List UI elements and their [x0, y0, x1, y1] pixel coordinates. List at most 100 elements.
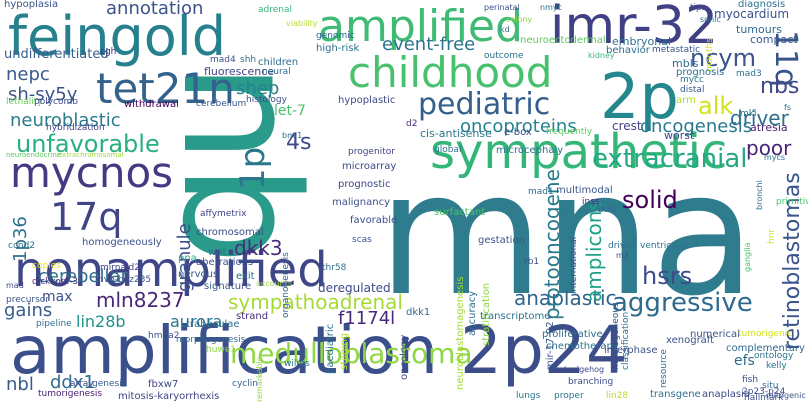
cloud-word: ganglia: [743, 242, 752, 272]
cloud-word: histology: [246, 95, 287, 105]
cloud-word: interphase: [604, 345, 658, 356]
cloud-word: genomic: [316, 31, 355, 41]
cloud-word: chemotherapy: [546, 341, 619, 352]
cloud-word: 2p23-p24: [742, 387, 786, 397]
cloud-word: prognostic: [338, 179, 391, 190]
cloud-word: mna: [378, 136, 756, 334]
cloud-word: nepc: [6, 64, 50, 85]
cloud-word: mitosis-karyorrhexis: [118, 391, 220, 402]
cloud-word: proper: [554, 391, 584, 401]
cloud-word: tumorigenesis: [38, 389, 103, 399]
cloud-word: nbl: [6, 374, 34, 395]
cloud-word: multimodal: [556, 185, 613, 196]
cloud-word: nervous: [178, 269, 219, 280]
cloud-word: trabeculae: [186, 319, 240, 330]
cloud-word: 4s: [286, 130, 312, 155]
cloud-word: rb1: [524, 257, 540, 267]
cloud-word: ccnd2: [8, 241, 36, 251]
cloud-word: tips: [690, 3, 707, 13]
cloud-word: bmi1: [282, 131, 303, 140]
cloud-word: mad3: [736, 69, 762, 79]
cloud-word: progenitor: [348, 147, 395, 157]
cloud-word: mln8237: [96, 288, 185, 312]
cloud-word: imr-32: [550, 0, 719, 56]
cloud-word: bronchi: [755, 180, 764, 210]
cloud-word: shh: [240, 55, 257, 65]
cloud-word: fluorescence: [204, 65, 275, 78]
cloud-word: pipeline: [36, 319, 72, 329]
cloud-word: hypoplastic: [338, 95, 396, 106]
cloud-word: cis-antisense: [420, 127, 492, 140]
cloud-word: sonic: [700, 15, 721, 24]
cloud-word: gains: [4, 300, 53, 321]
cloud-word: accounts: [256, 279, 293, 288]
cloud-word: international: [569, 236, 579, 294]
cloud-word: lin28: [606, 391, 629, 401]
cloud-word: branching: [568, 377, 614, 387]
cloud-word: prognosis: [676, 67, 725, 78]
cloud-word: 1p36: [10, 216, 31, 262]
cloud-word: withdrawal: [124, 99, 179, 110]
cloud-word: lungs: [516, 391, 541, 401]
cloud-word: diagnosis: [738, 0, 786, 10]
cloud-word: oncoproteins: [460, 116, 577, 137]
cloud-word: ncym: [690, 44, 756, 72]
cloud-word: colony: [506, 15, 533, 24]
cloud-word: metastatic: [652, 45, 701, 55]
cloud-word: numerical: [690, 329, 740, 340]
cloud-word: m3: [616, 251, 629, 260]
cloud-word: wilms: [284, 359, 310, 369]
cloud-word: aberrations: [196, 257, 254, 268]
cloud-word: adrenal: [258, 5, 292, 15]
cloud-word: pna: [178, 253, 197, 264]
cloud-word: morphogenesis: [176, 335, 246, 345]
cloud-word: primitive: [776, 197, 808, 207]
cloud-word: mycc: [680, 75, 704, 85]
cloud-word: 1p: [233, 146, 273, 190]
cloud-word: genesis: [92, 379, 127, 389]
cloud-word: organogenesis: [281, 252, 291, 318]
cloud-word: strand: [236, 311, 269, 322]
cloud-word: mad: [6, 281, 24, 290]
cloud-word: mitogenic: [766, 391, 806, 400]
cloud-word: array: [70, 379, 94, 389]
cloud-word: behavior: [606, 45, 650, 56]
cloud-word: staging: [339, 332, 350, 370]
cloud-word: nmyc: [540, 3, 562, 12]
cloud-word: driver: [730, 106, 789, 130]
cloud-word: sh-sy5y: [8, 84, 78, 105]
cloud-word: neuroblastic: [10, 110, 121, 131]
cloud-word: resource: [659, 349, 669, 388]
cloud-word: aggressive: [612, 288, 753, 318]
cloud-word: amplification: [10, 312, 439, 389]
cloud-word: 17q: [50, 195, 123, 239]
cloud-word: amplified: [318, 1, 523, 52]
cloud-word: nvp-bez235: [98, 275, 152, 285]
cloud-word: hypoplasia: [4, 0, 59, 10]
cloud-word: f1174l: [338, 308, 396, 329]
cloud-word: precursor: [6, 295, 50, 305]
cloud-word: accuracy: [467, 290, 478, 336]
cloud-word: sympathetic: [430, 124, 728, 180]
cloud-word: perinatal: [484, 3, 520, 12]
cloud-word: 2p24: [460, 312, 628, 389]
cloud-word: microcephaly: [496, 145, 564, 156]
cloud-word: anaplasia: [702, 389, 750, 400]
cloud-word: copies: [32, 261, 61, 271]
cloud-word: e-box: [504, 127, 532, 138]
cloud-word: affymetrix: [200, 209, 247, 219]
cloud-word: homogeneously: [82, 237, 162, 248]
cloud-word: gestation: [478, 235, 525, 246]
cloud-word: heterogeneous: [611, 302, 621, 370]
cloud-word: cerebellar: [38, 266, 128, 287]
cloud-word: efs: [734, 353, 755, 369]
cloud-word: solid: [622, 186, 678, 214]
cloud-word: tumorigenic: [738, 329, 793, 339]
cloud-word: chromosomal: [196, 227, 264, 238]
cloud-word: malignancy: [332, 197, 390, 208]
cloud-word: mki: [740, 109, 757, 119]
cloud-word: crest: [612, 119, 642, 133]
cloud-word: alk: [698, 92, 734, 120]
cloud-word: aurora: [170, 312, 223, 331]
cloud-word: childhood: [348, 48, 553, 97]
